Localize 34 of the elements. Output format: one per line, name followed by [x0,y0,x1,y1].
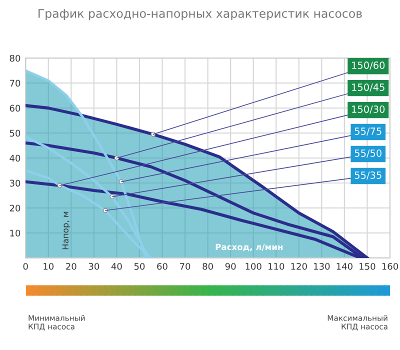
y-axis-title: Напор, м [62,212,70,250]
x-axis-title: Расход, л/мин [216,244,283,252]
x-tick-label: 10 [44,262,54,270]
x-tick-label: 110 [268,262,284,270]
y-tick-label: 50 [10,130,20,137]
x-tick-label: 70 [180,262,190,270]
annotation: 150/30 [352,106,385,114]
x-tick-label: 100 [246,262,262,270]
y-tick-label: 80 [10,54,20,62]
y-tick-label: 10 [10,230,20,237]
x-tick-label: 40 [111,262,122,270]
y-tick-label: 20 [10,204,20,212]
x-tick-label: 140 [336,262,352,270]
x-tick-label: 80 [202,262,213,270]
x-tick-label: 0 [23,262,28,270]
y-tick-label: 70 [10,80,20,87]
annotation: 150/45 [352,84,384,92]
y-tick-label: 60 [10,104,20,112]
x-tick-label: 20 [66,262,76,270]
x-tick-label: 130 [314,262,330,270]
annotation: 55/35 [354,171,382,180]
y-tick-label: 40 [10,154,20,162]
annotation: 55/50 [354,149,382,158]
chart-title: График расходно-напорных характеристик насосов [38,9,362,20]
x-tick-label: 150 [360,262,376,270]
x-tick-label: 90 [225,262,236,270]
x-tick-label: 120 [291,262,307,270]
annotation: 150/60 [352,62,385,70]
annotation: 55/75 [354,128,382,136]
x-tick-label: 60 [157,262,168,270]
x-tick-label: 30 [88,262,100,270]
x-tick-label: 50 [134,262,145,270]
x-tick-label: 160 [382,262,398,270]
y-tick-label: 30 [10,180,20,187]
